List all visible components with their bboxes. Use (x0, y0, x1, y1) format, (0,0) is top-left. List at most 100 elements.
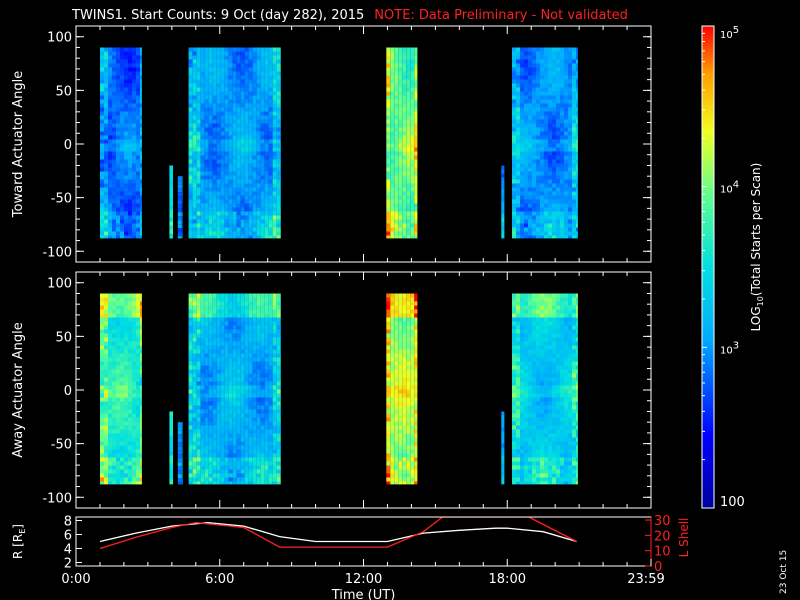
heatmap-cell (524, 207, 528, 212)
heatmap-cell (536, 175, 540, 180)
heatmap-cell (116, 159, 120, 164)
heatmap-cell (236, 385, 241, 390)
heatmap-cell (406, 159, 411, 164)
heatmap-cell (516, 147, 520, 152)
heatmap-cell (252, 461, 257, 466)
heatmap-cell (398, 377, 403, 382)
heatmap-cell (244, 203, 249, 208)
heatmap-cell (268, 445, 273, 450)
heatmap-cell (394, 67, 399, 72)
heatmap-cell (512, 155, 516, 160)
heatmap-cell (192, 215, 197, 220)
heatmap-cell (216, 389, 221, 394)
heatmap-cell (104, 143, 108, 148)
heatmap-cell (212, 425, 217, 430)
heatmap-cell (240, 139, 245, 144)
heatmap-cell (264, 433, 269, 438)
heatmap-cell (112, 111, 116, 116)
heatmap-cell (410, 143, 415, 148)
heatmap-cell (576, 175, 578, 180)
heatmap-cell (516, 163, 520, 168)
heatmap-cell (120, 313, 124, 318)
heatmap-cell (196, 159, 201, 164)
heatmap-cell (390, 179, 395, 184)
heatmap-cell (572, 107, 576, 112)
heatmap-cell (276, 107, 281, 112)
heatmap-cell (124, 305, 128, 310)
heatmap-cell (116, 119, 120, 124)
heatmap-cell (216, 301, 221, 306)
heatmap-cell (568, 227, 572, 232)
heatmap-cell (236, 211, 241, 216)
heatmap-cell (196, 357, 201, 362)
heatmap-cell (132, 401, 136, 406)
heatmap-cell (552, 163, 556, 168)
heatmap-cell (200, 223, 205, 228)
heatmap-cell (394, 123, 399, 128)
heatmap-cell (548, 187, 552, 192)
heatmap-cell (532, 115, 536, 120)
heatmap-cell (572, 207, 576, 212)
heatmap-cell (208, 127, 213, 132)
heatmap-cell (516, 171, 520, 176)
heatmap-cell (244, 155, 249, 160)
heatmap-cell (212, 349, 217, 354)
heatmap-cell (532, 235, 536, 239)
heatmap-cell (232, 143, 237, 148)
heatmap-cell (236, 91, 241, 96)
heatmap-cell (548, 71, 552, 76)
heatmap-cell (204, 207, 209, 212)
heatmap-cell (406, 67, 411, 72)
heatmap-cell (240, 159, 245, 164)
heatmap-cell (124, 179, 128, 184)
heatmap-cell (276, 55, 281, 60)
heatmap-cell (244, 111, 249, 116)
heatmap-cell (410, 83, 415, 88)
heatmap-cell (232, 349, 237, 354)
heatmap-cell (390, 405, 395, 410)
heatmap-cell (536, 199, 540, 204)
heatmap-cell (120, 63, 124, 68)
heatmap-cell (272, 417, 277, 422)
heatmap-cell (212, 119, 217, 124)
heatmap-cell (132, 75, 136, 80)
heatmap-cell (108, 179, 112, 184)
heatmap-cell (276, 301, 281, 306)
heatmap-cell (240, 147, 245, 152)
heatmap-cell (236, 199, 241, 204)
heatmap-cell (386, 159, 391, 164)
heatmap-cell (128, 397, 132, 402)
heatmap-cell (120, 361, 124, 366)
heatmap-cell (398, 155, 403, 160)
heatmap-cell (228, 159, 233, 164)
heatmap-cell (169, 209, 173, 214)
heatmap-cell (220, 409, 225, 414)
heatmap-cell (548, 203, 552, 208)
heatmap-cell (406, 477, 411, 482)
heatmap-cell (200, 191, 205, 196)
heatmap-cell (264, 389, 269, 394)
heatmap-cell (406, 385, 411, 390)
heatmap-cell (132, 203, 136, 208)
heatmap-cell (532, 175, 536, 180)
heatmap-cell (414, 115, 418, 120)
heatmap-cell (112, 199, 116, 204)
heatmap-cell (560, 223, 564, 228)
heatmap-cell (240, 345, 245, 350)
heatmap-cell (104, 163, 108, 168)
heatmap-cell (232, 405, 237, 410)
heatmap-cell (236, 301, 241, 306)
heatmap-cell (140, 79, 142, 84)
heatmap-cell (272, 449, 277, 454)
heatmap-cell (386, 465, 391, 470)
heatmap-cell (181, 434, 183, 439)
heatmap-cell (169, 197, 173, 202)
heatmap-cell (220, 179, 225, 184)
heatmap-cell (272, 115, 277, 120)
heatmap-cell (576, 231, 578, 236)
heatmap-cell (572, 235, 576, 239)
heatmap-cell (272, 83, 277, 88)
heatmap-cell (268, 187, 273, 192)
heatmap-cell (406, 59, 411, 64)
heatmap-cell (208, 131, 213, 136)
